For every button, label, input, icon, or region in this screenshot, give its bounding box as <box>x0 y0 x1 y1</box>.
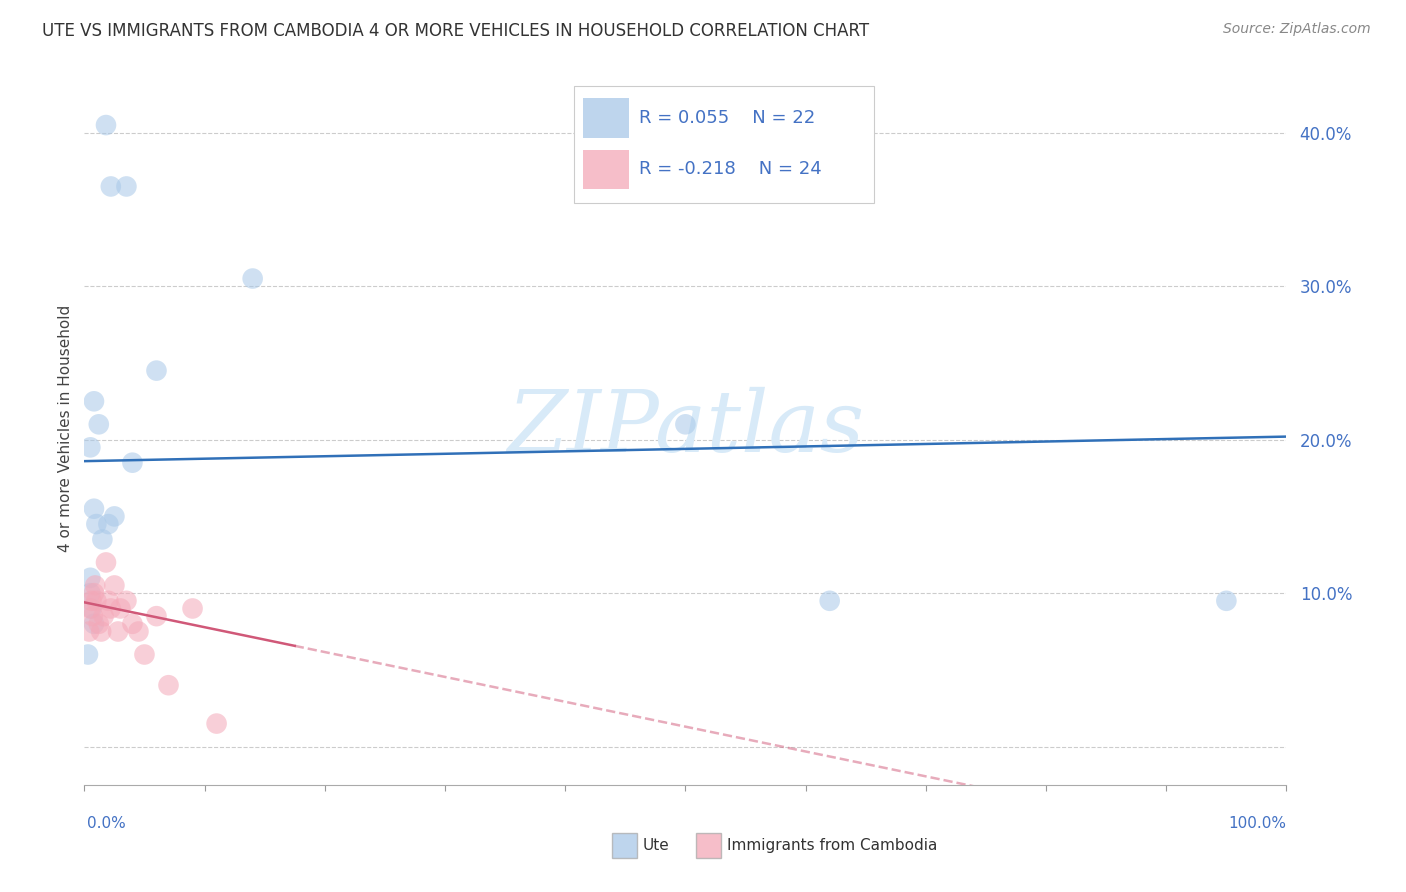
Point <box>157 678 180 692</box>
Point <box>84 578 107 592</box>
Text: Immigrants from Cambodia: Immigrants from Cambodia <box>727 838 938 853</box>
Point <box>86 594 108 608</box>
Text: UTE VS IMMIGRANTS FROM CAMBODIA 4 OR MORE VEHICLES IN HOUSEHOLD CORRELATION CHAR: UTE VS IMMIGRANTS FROM CAMBODIA 4 OR MOR… <box>42 22 869 40</box>
Point <box>115 179 138 194</box>
Point <box>86 517 108 532</box>
Point <box>91 533 114 547</box>
Point <box>145 363 167 377</box>
Point <box>79 601 101 615</box>
Point <box>818 594 841 608</box>
Point <box>103 509 125 524</box>
Point <box>80 594 103 608</box>
Text: R = 0.055    N = 22: R = 0.055 N = 22 <box>638 109 815 127</box>
Point <box>87 616 110 631</box>
Point <box>110 601 132 615</box>
Point <box>77 624 100 639</box>
Point <box>83 616 105 631</box>
Point <box>94 118 117 132</box>
Point <box>103 578 125 592</box>
Point <box>93 609 115 624</box>
Point <box>87 417 110 432</box>
FancyBboxPatch shape <box>583 150 628 189</box>
Point <box>127 624 149 639</box>
Text: 100.0%: 100.0% <box>1229 816 1286 831</box>
Point <box>79 441 101 455</box>
Point <box>77 648 100 662</box>
Text: 0.0%: 0.0% <box>87 816 127 831</box>
Text: Ute: Ute <box>643 838 669 853</box>
Point <box>83 394 105 409</box>
Point <box>83 586 105 600</box>
Text: Source: ZipAtlas.com: Source: ZipAtlas.com <box>1223 22 1371 37</box>
Point <box>79 586 101 600</box>
Point <box>107 624 129 639</box>
Point <box>181 601 204 615</box>
Point <box>121 616 143 631</box>
Point <box>82 609 104 624</box>
Point <box>145 609 167 624</box>
FancyBboxPatch shape <box>583 98 628 137</box>
Point <box>83 501 105 516</box>
Point <box>79 571 101 585</box>
Point <box>675 417 697 432</box>
Point <box>94 556 117 570</box>
Point <box>242 271 264 285</box>
Point <box>121 456 143 470</box>
Point <box>97 517 120 532</box>
Text: ZIPatlas: ZIPatlas <box>506 387 865 469</box>
Point <box>205 716 228 731</box>
Point <box>134 648 156 662</box>
FancyBboxPatch shape <box>574 86 875 203</box>
Point <box>100 601 122 615</box>
Text: R = -0.218    N = 24: R = -0.218 N = 24 <box>638 161 821 178</box>
Point <box>80 601 103 615</box>
Point <box>1215 594 1237 608</box>
Point <box>97 594 120 608</box>
Point <box>100 179 122 194</box>
Y-axis label: 4 or more Vehicles in Household: 4 or more Vehicles in Household <box>58 304 73 552</box>
Point <box>115 594 138 608</box>
Point <box>90 624 112 639</box>
